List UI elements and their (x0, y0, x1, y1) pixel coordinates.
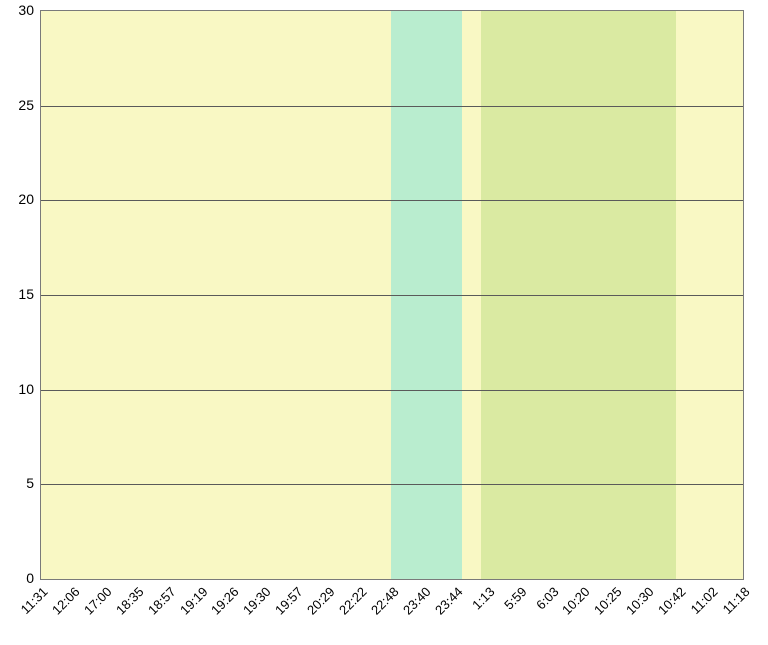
x-tick-label: 19:57 (272, 584, 306, 618)
grid-line (41, 106, 743, 107)
x-tick-label: 10:42 (655, 584, 689, 618)
x-tick-label: 23:44 (432, 584, 466, 618)
x-tick-label: 22:22 (336, 584, 370, 618)
y-tick-label: 25 (18, 97, 34, 113)
x-tick-label: 19:19 (177, 584, 211, 618)
grid-line (41, 390, 743, 391)
x-tick-label: 1:13 (469, 584, 498, 613)
x-tick-label: 10:30 (623, 584, 657, 618)
grid-line (41, 200, 743, 201)
y-tick-label: 30 (18, 2, 34, 18)
y-tick-label: 0 (26, 570, 34, 586)
plot-area (40, 10, 744, 580)
x-tick-label: 5:59 (501, 584, 530, 613)
x-tick-label: 11:02 (688, 584, 721, 617)
y-tick-label: 15 (18, 286, 34, 302)
grid-line (41, 484, 743, 485)
y-tick-label: 20 (18, 191, 34, 207)
x-tick-label: 10:20 (559, 584, 593, 618)
y-tick-label: 10 (18, 381, 34, 397)
x-tick-label: 20:29 (304, 584, 338, 618)
x-tick-label: 12:06 (49, 584, 83, 618)
x-tick-label: 18:57 (145, 584, 179, 618)
x-tick-label: 17:00 (81, 584, 115, 618)
x-tick-label: 19:30 (240, 584, 274, 618)
x-tick-label: 23:40 (400, 584, 434, 618)
x-tick-label: 10:25 (591, 584, 625, 618)
y-tick-label: 5 (26, 475, 34, 491)
x-tick-label: 19:26 (208, 584, 242, 618)
x-tick-label: 11:18 (720, 584, 753, 617)
x-tick-label: 18:35 (113, 584, 147, 618)
chart-container: 051015202530 11:3112:0617:0018:3518:5719… (0, 0, 768, 645)
grid-line (41, 295, 743, 296)
x-tick-label: 6:03 (533, 584, 562, 613)
x-tick-label: 11:31 (18, 584, 51, 617)
x-tick-label: 22:48 (368, 584, 402, 618)
